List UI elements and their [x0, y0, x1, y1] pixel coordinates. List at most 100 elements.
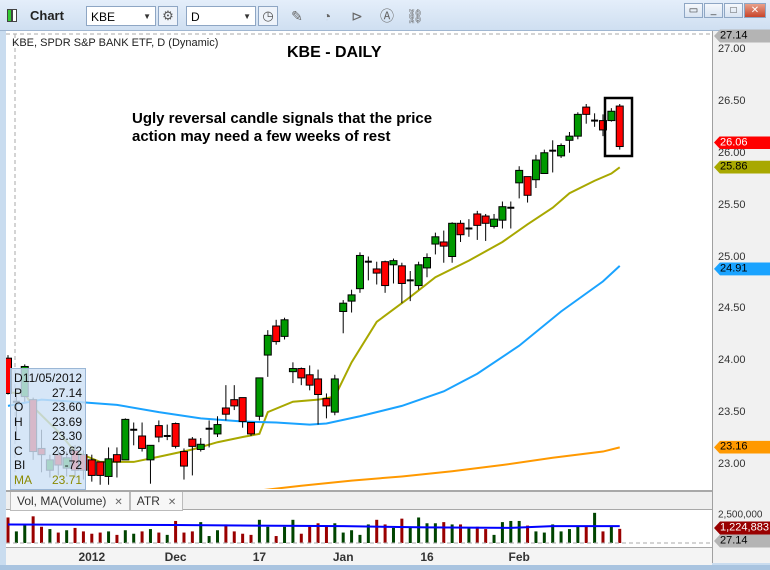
annotation: Ugly reversal candle signals that the pr…	[132, 110, 472, 146]
close-tab-icon[interactable]: ✕	[167, 497, 177, 508]
symbol-select[interactable]: KBE ▼	[86, 6, 156, 26]
volume-bar	[609, 526, 613, 543]
volume-bar	[509, 520, 513, 543]
volume-tick: 2,500,000	[718, 509, 763, 521]
chevron-down-icon[interactable]: ▼	[143, 12, 151, 21]
candle-body	[364, 260, 372, 263]
link-icon[interactable]: ⛓	[406, 8, 424, 24]
time-axis[interactable]	[6, 547, 712, 566]
volume-bar	[115, 534, 119, 543]
tooltip-row: P 27.14	[14, 386, 82, 400]
candle-body	[104, 458, 113, 477]
tooltip-value: 23.60	[51, 400, 82, 414]
tab-volume[interactable]: Vol, MA(Volume) ✕	[10, 492, 130, 511]
candle-body	[598, 120, 607, 131]
clock-icon[interactable]: ◷	[258, 6, 278, 26]
candle	[557, 143, 566, 158]
candle	[582, 103, 591, 124]
volume-bar	[408, 527, 412, 543]
volume-bar	[551, 524, 555, 543]
volume-bar	[23, 524, 27, 543]
close-icon[interactable]: ✕	[744, 3, 766, 18]
candle-body	[330, 378, 339, 413]
period-select[interactable]: D ▼	[186, 6, 256, 26]
maximize-icon[interactable]: □	[724, 3, 743, 18]
candle	[540, 149, 549, 174]
tooltip-key: O	[14, 400, 24, 414]
tooltip-row: L 23.30	[14, 429, 82, 443]
annotation-line: Ugly reversal candle signals that the pr…	[132, 110, 433, 127]
volume-bar	[425, 523, 429, 543]
alert-icon[interactable]: Ⓐ	[380, 8, 394, 24]
candle-body	[247, 422, 256, 435]
volume-bar	[207, 536, 211, 543]
volume-bar	[199, 522, 203, 543]
volume-bar	[73, 527, 77, 543]
volume-bar	[65, 530, 69, 543]
close-tab-icon[interactable]: ✕	[114, 497, 123, 508]
volume-bar	[148, 529, 152, 543]
candle	[255, 377, 264, 421]
candle-body	[507, 206, 515, 209]
price-tag: 23.16	[714, 440, 770, 454]
candle-body	[448, 222, 457, 258]
candle	[272, 319, 281, 345]
candle-body	[615, 105, 624, 148]
candle-body	[498, 206, 507, 221]
candle-body	[314, 378, 323, 395]
candle	[104, 447, 113, 485]
tab-atr[interactable]: ATR ✕	[129, 492, 184, 511]
volume-bar	[257, 519, 261, 543]
candle-body	[305, 374, 314, 386]
candle-body	[272, 325, 281, 343]
candle	[431, 232, 440, 255]
tooltip-key: C	[14, 443, 23, 458]
volume-bar	[140, 531, 144, 543]
candle	[330, 374, 339, 416]
chart-app-icon	[7, 9, 17, 22]
play-icon[interactable]: ⊳	[351, 8, 363, 24]
candle	[196, 438, 205, 452]
candle	[263, 330, 272, 377]
highlight-box	[603, 96, 634, 158]
time-label: Feb	[508, 550, 530, 564]
candle	[389, 258, 398, 284]
chart-legend: KBE, SPDR S&P BANK ETF, D (Dynamic)	[12, 37, 219, 49]
candle-body	[473, 213, 482, 226]
tooltip-row: C 23.62	[14, 444, 82, 458]
volume-bar	[459, 524, 463, 543]
indicator-icon[interactable]: ◔	[322, 8, 332, 24]
restore-icon[interactable]: ▭	[684, 3, 703, 18]
tooltip-value: 23.30	[51, 429, 82, 443]
price-tick: 26.50	[718, 94, 746, 107]
candle-body	[423, 257, 431, 269]
price-tick: 23.00	[718, 458, 746, 470]
price-tag: 24.91	[714, 262, 770, 276]
candle-body	[146, 444, 155, 461]
candle	[322, 393, 331, 419]
tooltip-key: MA	[14, 472, 32, 487]
candle	[171, 422, 180, 449]
price-tick: 25.50	[718, 198, 746, 211]
volume-bar	[190, 531, 194, 543]
volume-bar	[266, 526, 270, 543]
time-label: 2012	[78, 550, 106, 564]
volume-bar	[601, 531, 605, 543]
chevron-down-icon[interactable]: ▼	[243, 12, 251, 21]
candle	[130, 422, 138, 446]
volume-bar	[492, 534, 496, 543]
candle-body	[230, 399, 239, 407]
volume-bar	[299, 533, 303, 543]
pencil-icon[interactable]: ✎	[291, 8, 303, 24]
minimize-icon[interactable]: _	[704, 3, 723, 18]
candle-body	[406, 279, 414, 282]
candle	[163, 424, 171, 441]
volume-bar	[467, 527, 471, 543]
volume-bar	[6, 517, 10, 543]
chart-area[interactable]	[6, 31, 770, 563]
price-axis[interactable]	[712, 31, 770, 563]
candle-body	[465, 227, 473, 230]
gear-icon[interactable]: ⚙	[158, 6, 178, 26]
candle	[238, 397, 247, 428]
tooltip-row: MA 23.71	[14, 473, 82, 487]
